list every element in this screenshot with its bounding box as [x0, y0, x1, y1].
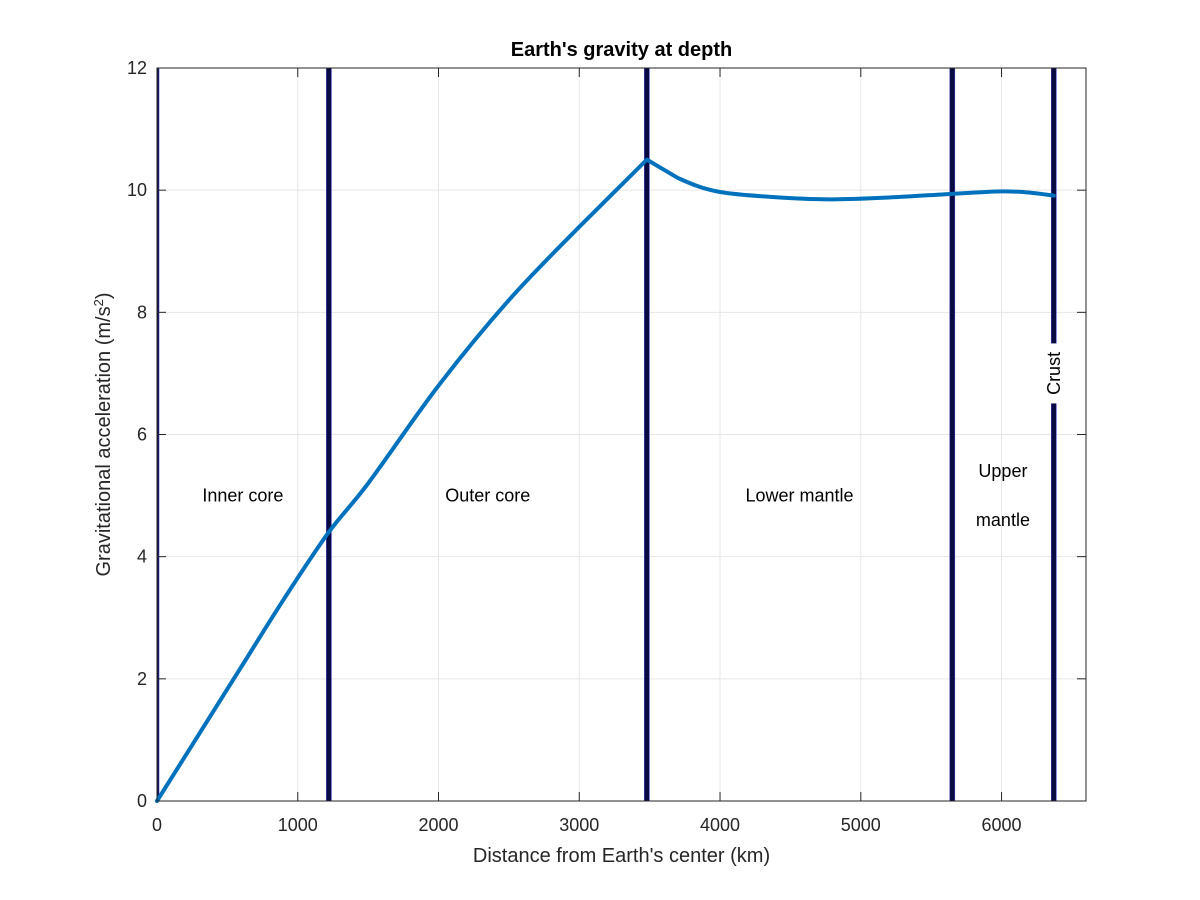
- x-tick-label: 3000: [559, 815, 599, 835]
- crust-label-background: [1042, 343, 1065, 404]
- series-lines: [155, 157, 1056, 803]
- y-tick-label: 0: [137, 791, 147, 811]
- y-axis-label-superscript: 2: [91, 299, 106, 306]
- x-tick-label: 1000: [278, 815, 318, 835]
- boundary-line: [949, 67, 956, 802]
- grid-lines: [157, 68, 1086, 801]
- x-tick-label: 2000: [418, 815, 458, 835]
- region-label: Inner core: [202, 486, 283, 506]
- region-label: mantle: [976, 510, 1030, 530]
- x-tick-label: 0: [152, 815, 162, 835]
- x-tick-label: 5000: [841, 815, 881, 835]
- gravity-series-line: [155, 157, 1056, 803]
- region-label-crust: Crust: [1044, 352, 1064, 395]
- boundary-line: [644, 67, 650, 802]
- boundary-line: [326, 67, 332, 802]
- y-axis-label-suffix: ): [93, 292, 115, 299]
- x-tick-label: 4000: [700, 815, 740, 835]
- x-axis-label: Distance from Earth's center (km): [473, 845, 770, 867]
- y-tick-label: 12: [127, 58, 147, 78]
- y-axis-label: Gravitational acceleration (m/s2): [91, 292, 116, 576]
- axis-ticks: 0 1000 2000 3000 4000 5000 6000 0 2 4 6 8 10 12: [127, 58, 1086, 835]
- boundary-line: [1050, 67, 1057, 802]
- x-tick-label: 6000: [982, 815, 1022, 835]
- y-tick-label: 2: [137, 669, 147, 689]
- y-tick-label: 4: [137, 547, 147, 567]
- region-label: Lower mantle: [746, 486, 854, 506]
- y-tick-label: 6: [137, 425, 147, 445]
- y-tick-label: 10: [127, 180, 147, 200]
- region-label: Upper: [978, 461, 1027, 481]
- y-axis-label-main: Gravitational acceleration (m/s: [93, 306, 115, 576]
- region-label: Outer core: [445, 486, 530, 506]
- chart-title: Earth's gravity at depth: [511, 39, 732, 61]
- y-tick-label: 8: [137, 302, 147, 322]
- region-labels: Inner core Outer core Lower mantle Upper man…: [202, 343, 1065, 530]
